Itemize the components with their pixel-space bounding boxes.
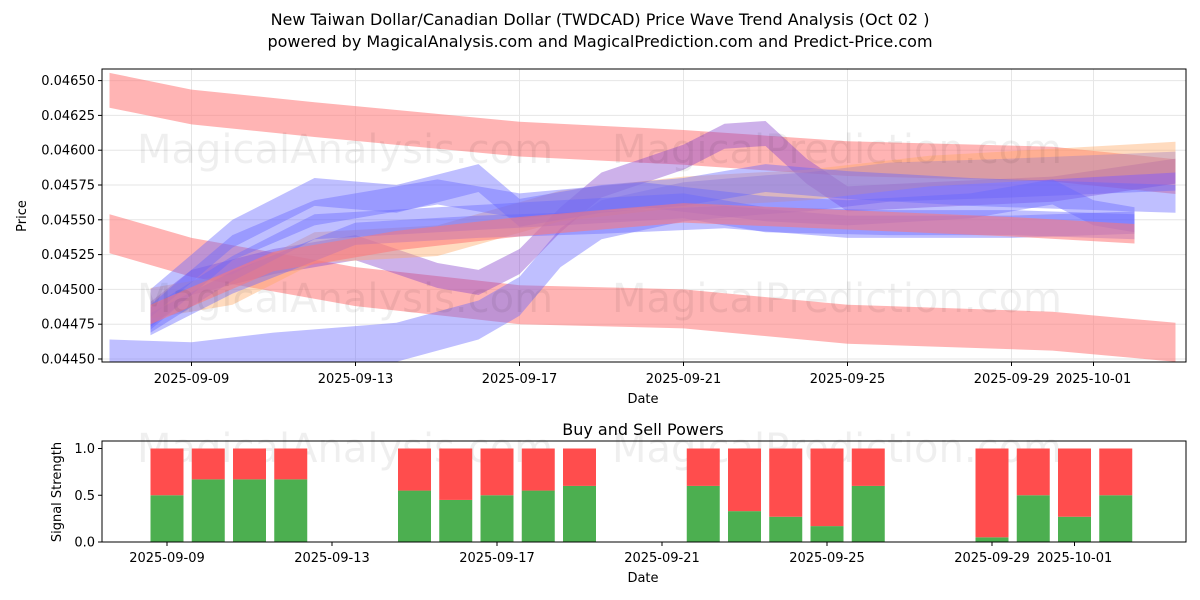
signal-y-tick-label: 0.0 (74, 536, 95, 551)
price-x-tick-label: 2025-09-13 (318, 372, 394, 387)
sell-bar (398, 448, 431, 491)
buy-bar (769, 516, 803, 542)
price-y-tick-label: 0.04525 (41, 248, 95, 263)
watermark-left-2: MagicalAnalysis.com (137, 276, 553, 322)
watermark-left: MagicalAnalysis.com (137, 127, 553, 173)
sell-bar (439, 448, 473, 500)
buy-bar (728, 511, 761, 542)
price-band-pink-band (150, 203, 1135, 325)
buy-bar (1016, 495, 1050, 542)
sell-bar (480, 448, 514, 496)
sell-bar (975, 448, 1009, 538)
price-x-tick-label: 2025-09-25 (810, 372, 886, 387)
buy-bar (851, 485, 885, 542)
buy-bar (480, 495, 514, 542)
sell-bar (563, 448, 596, 486)
price-x-label: Date (627, 392, 658, 407)
signal-x-tick-label: 2025-09-13 (294, 551, 370, 566)
signal-panel: Buy and Sell Powers MagicalAnalysis.com … (50, 420, 1187, 586)
signal-x-tick-label: 2025-09-21 (624, 551, 700, 566)
sell-bar (686, 448, 720, 486)
signal-x-tick-label: 2025-09-29 (954, 551, 1030, 566)
price-y-tick-label: 0.04550 (41, 213, 95, 228)
signal-title: Buy and Sell Powers (562, 420, 724, 439)
price-y-label: Price (15, 200, 30, 232)
sell-bar (233, 448, 266, 480)
buy-bar (810, 526, 844, 542)
signal-bars (150, 448, 1133, 542)
sell-bar (769, 448, 803, 517)
price-x-tick-label: 2025-09-29 (974, 372, 1050, 387)
buy-bar (398, 490, 431, 542)
signal-plot-frame (101, 440, 1187, 543)
sell-bar (1058, 448, 1091, 517)
price-panel: MagicalAnalysis.com MagicalPrediction.co… (15, 68, 1187, 407)
sell-bar (1099, 448, 1133, 496)
buy-bar (233, 479, 266, 542)
sell-bar (851, 448, 885, 486)
signal-y-tick-label: 0.5 (74, 489, 95, 504)
sell-bar (810, 448, 844, 527)
signal-x-tick-label: 2025-09-09 (129, 551, 205, 566)
price-x-tick-label: 2025-09-09 (154, 372, 230, 387)
price-y-tick-label: 0.04625 (41, 109, 95, 124)
watermark-right: MagicalPrediction.com (612, 127, 1062, 173)
price-x-tick-label: 2025-09-21 (646, 372, 722, 387)
buy-bar (439, 499, 473, 542)
price-band-upper-red-band (109, 72, 1176, 194)
price-y-tick-label: 0.04450 (41, 353, 95, 368)
sell-bar (274, 448, 308, 480)
sell-bar (521, 448, 555, 491)
watermark-right-2: MagicalPrediction.com (612, 276, 1062, 322)
price-x-axis: 2025-09-09 2025-09-13 2025-09-17 2025-09-21… (154, 362, 1132, 387)
chart-title-line1: New Taiwan Dollar/Canadian Dollar (TWDCA… (271, 10, 930, 29)
buy-bar (521, 490, 555, 542)
buy-bar (274, 479, 308, 542)
signal-x-axis: 2025-09-09 2025-09-13 2025-09-17 2025-09-21… (129, 542, 1112, 566)
buy-bar (975, 537, 1009, 542)
sell-bar (728, 448, 761, 512)
signal-y-axis: 0.0 0.5 1.0 (74, 442, 102, 551)
buy-bar (1058, 516, 1091, 542)
price-x-tick-label: 2025-09-17 (482, 372, 558, 387)
price-y-tick-label: 0.04500 (41, 283, 95, 298)
price-watermarks: MagicalAnalysis.com MagicalPrediction.co… (137, 127, 1062, 322)
price-y-axis: 0.04450 0.04475 0.04500 0.04525 0.04550 0.045… (41, 74, 102, 368)
sell-bar (1016, 448, 1050, 496)
price-x-tick-label: 2025-10-01 (1056, 372, 1132, 387)
signal-y-label: Signal Strength (50, 442, 65, 542)
buy-bar (1099, 495, 1133, 542)
sell-bar (150, 448, 184, 496)
price-plot-frame (101, 68, 1187, 363)
price-band-blue-band-1 (150, 164, 1176, 318)
buy-bar (191, 479, 225, 542)
signal-x-tick-label: 2025-09-17 (459, 551, 535, 566)
price-y-tick-label: 0.04600 (41, 144, 95, 159)
price-band-purple-wave (150, 121, 1176, 327)
price-band-lower-red-band (109, 214, 1176, 362)
buy-bar (686, 485, 720, 542)
signal-x-tick-label: 2025-10-01 (1037, 551, 1113, 566)
buy-bar (563, 485, 596, 542)
signal-x-tick-label: 2025-09-25 (789, 551, 865, 566)
price-band-rising-blue-band (109, 151, 1176, 362)
price-band-orange-band (150, 141, 1176, 319)
chart-title-line2: powered by MagicalAnalysis.com and Magic… (267, 32, 932, 51)
sell-bar (191, 448, 225, 480)
signal-y-tick-label: 1.0 (74, 442, 95, 457)
price-y-tick-label: 0.04575 (41, 179, 95, 194)
price-y-tick-label: 0.04650 (41, 74, 95, 89)
price-y-tick-label: 0.04475 (41, 318, 95, 333)
buy-bar (150, 495, 184, 542)
signal-x-label: Date (627, 571, 658, 586)
price-bands (109, 72, 1176, 362)
